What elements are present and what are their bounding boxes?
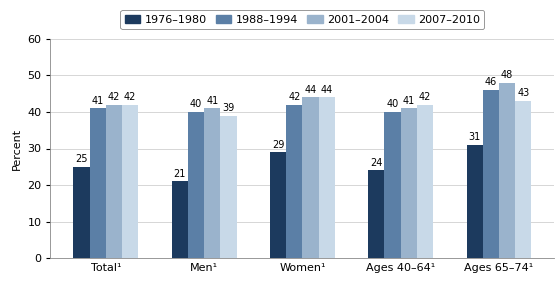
Text: 46: 46 xyxy=(485,77,497,87)
Bar xyxy=(204,108,220,258)
Bar xyxy=(302,97,319,258)
Bar xyxy=(385,112,401,258)
Text: 31: 31 xyxy=(469,132,481,142)
Bar xyxy=(188,112,204,258)
Text: 29: 29 xyxy=(272,140,284,150)
Text: 44: 44 xyxy=(321,85,333,95)
Bar xyxy=(368,170,385,258)
Text: 44: 44 xyxy=(305,85,316,95)
Bar xyxy=(286,105,302,258)
Text: 24: 24 xyxy=(370,158,382,168)
Text: 42: 42 xyxy=(419,92,431,102)
Bar xyxy=(90,108,106,258)
Y-axis label: Percent: Percent xyxy=(12,127,22,170)
Text: 41: 41 xyxy=(403,96,415,106)
Text: 48: 48 xyxy=(501,70,514,80)
Bar xyxy=(319,97,335,258)
Bar xyxy=(73,167,90,258)
Bar xyxy=(122,105,138,258)
Bar xyxy=(483,90,499,258)
Bar xyxy=(499,83,515,258)
Text: 42: 42 xyxy=(108,92,120,102)
Bar xyxy=(171,181,188,258)
Bar xyxy=(106,105,122,258)
Text: 25: 25 xyxy=(75,154,88,164)
Bar xyxy=(220,116,236,258)
Text: 41: 41 xyxy=(91,96,104,106)
Bar xyxy=(401,108,417,258)
Text: 41: 41 xyxy=(206,96,218,106)
Text: 40: 40 xyxy=(190,99,202,109)
Text: 39: 39 xyxy=(222,103,235,113)
Bar xyxy=(466,145,483,258)
Text: 21: 21 xyxy=(174,169,186,179)
Legend: 1976–1980, 1988–1994, 2001–2004, 2007–2010: 1976–1980, 1988–1994, 2001–2004, 2007–20… xyxy=(120,10,484,29)
Bar xyxy=(515,101,531,258)
Bar xyxy=(417,105,433,258)
Bar xyxy=(270,152,286,258)
Text: 42: 42 xyxy=(124,92,136,102)
Text: 40: 40 xyxy=(386,99,399,109)
Text: 42: 42 xyxy=(288,92,301,102)
Text: 43: 43 xyxy=(517,88,530,98)
